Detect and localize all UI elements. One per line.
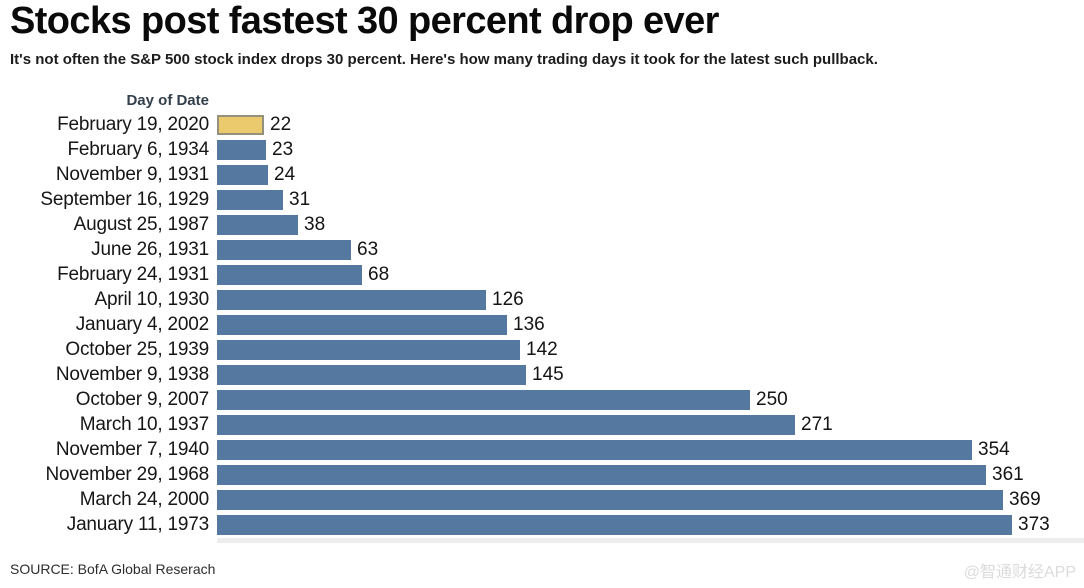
value-label: 22 [270,113,292,135]
bar [217,464,986,485]
value-label: 38 [304,213,326,235]
chart-row: October 9, 2007 250 [0,387,1084,412]
bar [217,339,520,360]
value-label: 63 [357,238,379,260]
bar [217,289,486,310]
axis-header-label: Day of Date [126,92,209,109]
chart-row: January 11, 1973 373 [0,512,1084,537]
bar [217,414,795,435]
chart-row: March 24, 2000 369 [0,487,1084,512]
chart-row: September 16, 1929 31 [0,187,1084,212]
value-label: 68 [368,263,390,285]
bar-track: 31 [217,188,1084,210]
value-label: 361 [992,463,1024,485]
page-title: Stocks post fastest 30 percent drop ever [10,0,719,42]
bar [217,264,362,285]
bar-track: 38 [217,213,1084,235]
value-label: 24 [274,163,296,185]
category-label: April 10, 1930 [94,288,210,310]
axis-baseline [217,538,1084,543]
bar-track: 142 [217,338,1084,360]
chart-row: November 7, 1940 354 [0,437,1084,462]
chart-row: October 25, 1939 142 [0,337,1084,362]
bar-track: 136 [217,313,1084,335]
chart-row: February 6, 1934 23 [0,137,1084,162]
value-label: 271 [801,413,833,435]
bar [217,489,1003,510]
category-label: October 9, 2007 [75,388,209,410]
value-label: 136 [513,313,545,335]
value-label: 373 [1018,513,1050,535]
value-label: 369 [1009,488,1041,510]
chart-subtitle: It's not often the S&P 500 stock index d… [10,51,878,68]
bar-track: 63 [217,238,1084,260]
bar-track: 373 [217,513,1084,535]
chart-row: August 25, 1987 38 [0,212,1084,237]
chart-row: April 10, 1930 126 [0,287,1084,312]
chart-row: February 19, 2020 22 [0,112,1084,137]
category-label: March 10, 1937 [79,413,209,435]
chart-row: February 24, 1931 68 [0,262,1084,287]
category-label: March 24, 2000 [79,488,209,510]
bar-track: 250 [217,388,1084,410]
value-label: 31 [289,188,311,210]
bar [217,214,298,235]
category-label: February 24, 1931 [57,263,209,285]
bar [217,239,351,260]
chart-row: November 9, 1938 145 [0,362,1084,387]
bar-chart: Day of Date February 19, 2020 22 February … [0,92,1084,543]
source-note: SOURCE: BofA Global Reserach [10,561,216,577]
bar-track: 24 [217,163,1084,185]
bar-track: 68 [217,263,1084,285]
category-label: February 6, 1934 [67,138,210,160]
bar [217,514,1012,535]
chart-rows: February 19, 2020 22 February 6, 1934 23 Nov… [0,112,1084,537]
category-label: October 25, 1939 [65,338,209,360]
category-label: February 19, 2020 [57,113,209,135]
value-label: 250 [756,388,788,410]
category-label: November 9, 1938 [55,363,209,385]
category-label: November 7, 1940 [55,438,209,460]
bar-track: 145 [217,363,1084,385]
bar-track: 361 [217,463,1084,485]
bar [217,164,268,185]
bar-track: 126 [217,288,1084,310]
chart-row: November 9, 1931 24 [0,162,1084,187]
category-label: June 26, 1931 [91,238,209,260]
watermark: @智通财经APP [963,564,1076,581]
bar-track: 271 [217,413,1084,435]
value-label: 126 [492,288,524,310]
value-label: 142 [526,338,558,360]
bar [217,389,750,410]
chart-row: March 10, 1937 271 [0,412,1084,437]
category-label: November 9, 1931 [55,163,209,185]
bar-track: 369 [217,488,1084,510]
bar [217,189,283,210]
category-label: August 25, 1987 [73,213,210,235]
category-label: January 4, 2002 [75,313,209,335]
value-label: 23 [272,138,294,160]
category-label: September 16, 1929 [40,188,209,210]
category-label: November 29, 1968 [45,463,210,485]
category-label: January 11, 1973 [66,513,209,535]
chart-row: November 29, 1968 361 [0,462,1084,487]
chart-row: January 4, 2002 136 [0,312,1084,337]
bar-track: 22 [217,113,1084,135]
value-label: 145 [532,363,564,385]
bar [217,364,526,385]
bar [217,139,266,160]
bar-track: 23 [217,138,1084,160]
bar [217,314,507,335]
chart-row: June 26, 1931 63 [0,237,1084,262]
value-label: 354 [978,438,1010,460]
bar-track: 354 [217,438,1084,460]
bar [217,439,972,460]
highlight-bar [217,114,264,135]
